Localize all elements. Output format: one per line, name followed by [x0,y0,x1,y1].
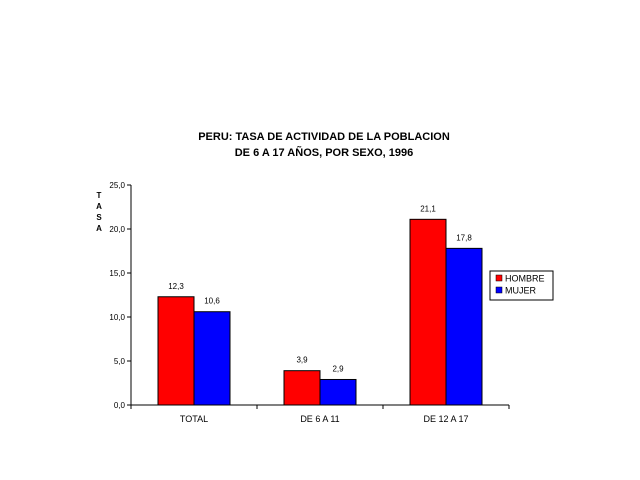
x-tick-label: DE 6 A 11 [300,414,339,424]
legend-swatch-hombre [495,274,503,282]
bars [157,218,483,406]
bar-value-label: 12,3 [168,282,184,291]
y-axis-label-letter: T [97,191,102,200]
y-axis-label: TASA [96,191,102,233]
bar-labels: 12,3 3,9 21,1 10,6 2,9 17,8 [168,204,472,373]
y-tick-label: 0,0 [114,401,126,410]
legend-label-mujer: MUJER [505,286,536,296]
bar-value-label: 10,6 [204,297,220,306]
x-tick-labels: TOTAL DE 6 A 11 DE 12 A 17 [180,414,469,424]
bar-value-label: 3,9 [296,356,308,365]
legend: HOMBRE MUJER [489,270,554,301]
x-tick-label: DE 12 A 17 [423,414,468,424]
axes [130,185,509,406]
y-tick-label: 5,0 [114,357,126,366]
bar-value-label: 2,9 [332,364,344,373]
y-axis-label-letter: S [96,213,102,222]
y-ticks: 0,0 5,0 10,0 15,0 20,0 25,0 [109,181,131,410]
legend-box [489,270,554,301]
bar-mujer [319,378,357,406]
legend-swatch-mujer [495,286,503,294]
bar-value-label: 21,1 [420,204,436,213]
bar-mujer [445,247,483,406]
y-tick-label: 20,0 [109,225,125,234]
bar-hombre [409,218,447,406]
bar-value-label: 17,8 [456,233,472,242]
chart-title-line-1: PERU: TASA DE ACTIVIDAD DE LA POBLACION [198,131,450,143]
y-tick-label: 25,0 [109,181,125,190]
y-axis-label-letter: A [96,202,102,211]
legend-label-hombre: HOMBRE [505,274,545,284]
chart-title-line-2: DE 6 A 17 AÑOS, POR SEXO, 1996 [235,146,414,159]
y-tick-label: 10,0 [109,313,125,322]
bar-hombre [283,370,321,406]
bar-hombre [157,296,195,406]
x-ticks [130,405,510,409]
bar-mujer [193,311,231,406]
x-tick-label: TOTAL [180,414,208,424]
y-axis-label-letter: A [96,224,102,233]
y-tick-label: 15,0 [109,269,125,278]
